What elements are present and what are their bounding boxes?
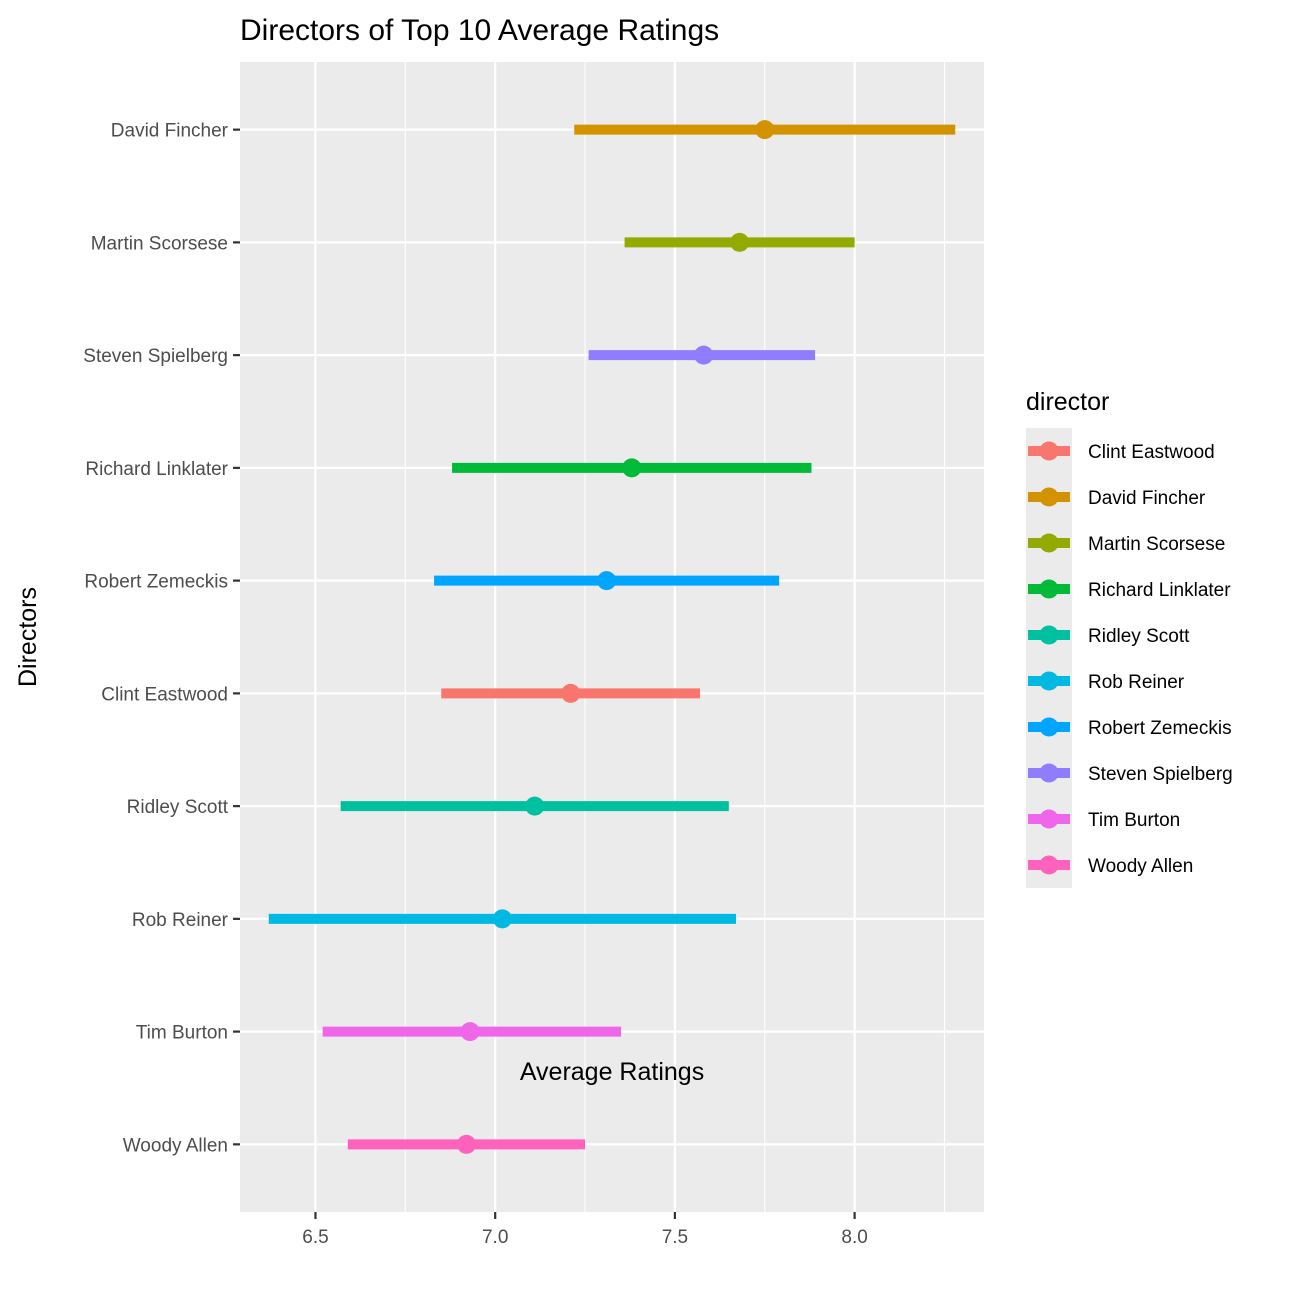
legend-label: Ridley Scott	[1088, 626, 1190, 647]
legend-label: Steven Spielberg	[1088, 764, 1233, 785]
x-tick-label: 7.5	[662, 1227, 688, 1248]
x-axis-title: Average Ratings	[520, 1058, 704, 1086]
y-tick-label: Richard Linklater	[85, 459, 228, 480]
x-tick-label: 6.5	[302, 1227, 328, 1248]
mean-point	[492, 909, 512, 929]
legend-key-point	[1039, 625, 1059, 645]
legend-label: Tim Burton	[1088, 810, 1180, 831]
y-axis: David Fincher Martin Scorsese Steven Spiel…	[83, 121, 240, 1156]
x-tick-label: 7.0	[482, 1227, 508, 1248]
legend-key-point	[1039, 533, 1059, 553]
legend-key-point	[1039, 855, 1059, 875]
mean-point	[456, 1134, 476, 1154]
y-tick-label: Robert Zemeckis	[84, 572, 228, 593]
legend-key-point	[1039, 579, 1059, 599]
legend-label: David Fincher	[1088, 488, 1206, 509]
legend-label: Robert Zemeckis	[1088, 718, 1232, 739]
x-tick-label: 8.0	[841, 1227, 867, 1248]
mean-point	[730, 232, 750, 252]
y-axis-title: Directors	[14, 587, 42, 687]
y-tick-label: Martin Scorsese	[91, 233, 228, 254]
legend: director Clint Eastwood David Fincher Mart…	[1026, 388, 1233, 888]
legend-key-point	[1039, 487, 1059, 507]
y-tick-label: Tim Burton	[136, 1023, 228, 1044]
legend-key-point	[1039, 763, 1059, 783]
legend-key-point	[1039, 717, 1059, 737]
mean-point	[755, 120, 775, 140]
mean-point	[525, 796, 545, 816]
y-tick-label: Ridley Scott	[127, 797, 229, 818]
marks	[268, 120, 956, 1154]
legend-key-point	[1039, 809, 1059, 829]
mean-point	[597, 571, 617, 591]
y-tick-label: Rob Reiner	[132, 910, 229, 931]
y-tick-label: Woody Allen	[123, 1135, 228, 1156]
legend-key-point	[1039, 441, 1059, 461]
y-tick-label: Steven Spielberg	[83, 346, 228, 367]
mean-point	[694, 345, 714, 365]
legend-key-point	[1039, 671, 1059, 691]
chart-title: Directors of Top 10 Average Ratings	[240, 14, 719, 47]
legend-label: Richard Linklater	[1088, 580, 1231, 601]
grid-minor	[404, 62, 946, 1212]
y-tick-label: Clint Eastwood	[101, 684, 228, 705]
mean-point	[460, 1022, 480, 1042]
plot-panel	[240, 62, 984, 1212]
x-axis: 6.5 7.0 7.5 8.0	[302, 1212, 868, 1248]
mean-point	[622, 458, 642, 478]
legend-label: Rob Reiner	[1088, 672, 1185, 693]
legend-title: director	[1026, 388, 1109, 416]
legend-label: Clint Eastwood	[1088, 442, 1215, 463]
mean-point	[561, 683, 581, 703]
y-tick-label: David Fincher	[111, 121, 229, 142]
legend-label: Woody Allen	[1088, 856, 1193, 877]
legend-label: Martin Scorsese	[1088, 534, 1225, 555]
